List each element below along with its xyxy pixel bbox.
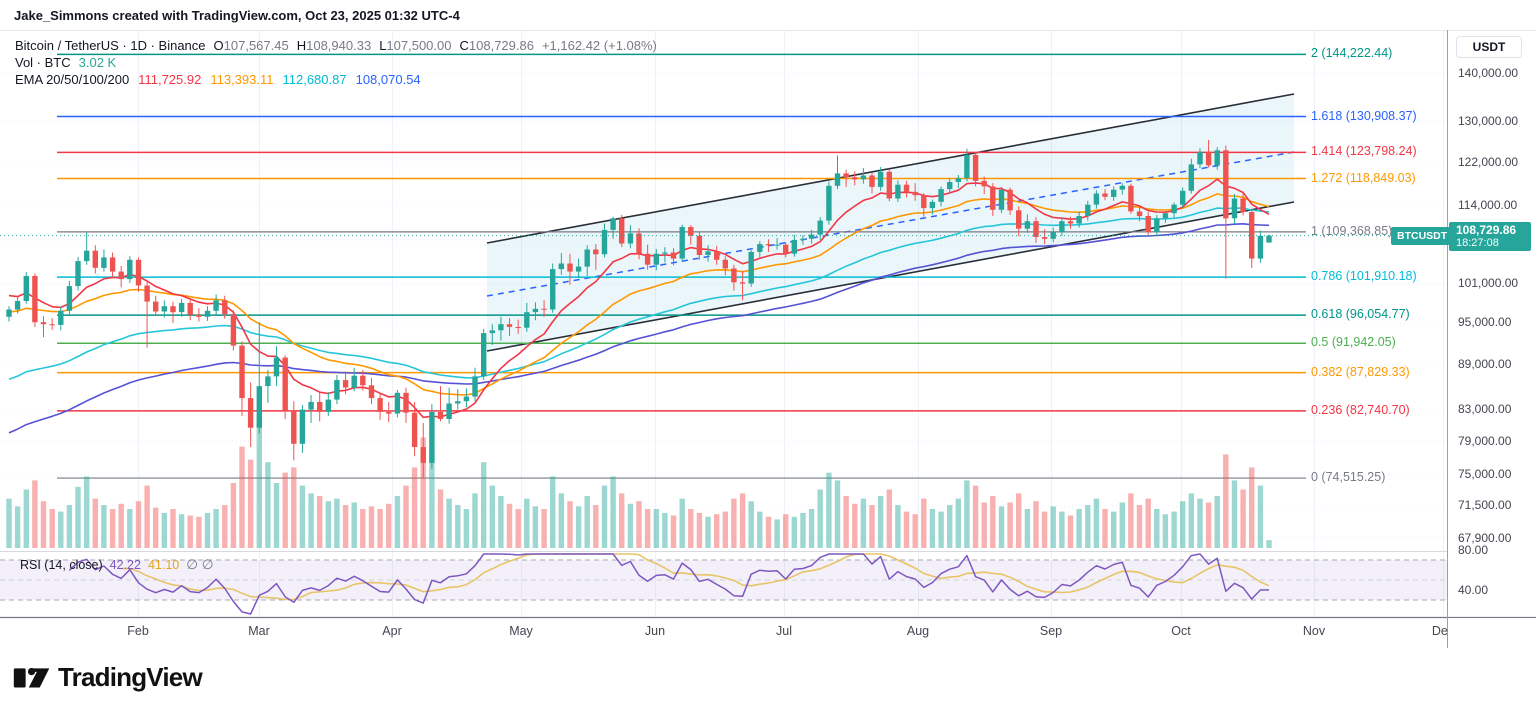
time-axis-month-label: Jul	[776, 624, 792, 638]
rsi-title: RSI (14, close)	[20, 558, 103, 572]
tradingview-logo-icon	[13, 667, 50, 688]
change-value: +1,162.42 (+1.08%)	[541, 38, 657, 53]
open-label: O	[213, 38, 224, 53]
bar-countdown: 18:27:08	[1456, 236, 1499, 249]
ema-value: 111,725.92	[138, 72, 202, 87]
fib-level-label: 0.382 (87,829.33)	[1311, 364, 1410, 379]
chart-legend: Bitcoin / TetherUS · 1D · Binance O107,56…	[15, 37, 657, 88]
volume-legend-row[interactable]: Vol · BTC 3.02 K	[15, 54, 657, 71]
open-value: 107,567.45	[223, 38, 289, 53]
last-price-value: 108,729.86	[1456, 222, 1517, 237]
time-axis-month-label: Oct	[1171, 624, 1191, 638]
fib-level-label: 0.236 (82,740.70)	[1311, 402, 1410, 417]
fib-level-label: 0 (74,515.25)	[1311, 470, 1386, 485]
price-axis-tick: 101,000.00	[1458, 275, 1519, 290]
high-value: 108,940.33	[306, 38, 372, 53]
low-value: 107,500.00	[386, 38, 452, 53]
ema-legend-row[interactable]: EMA 20/50/100/200 111,725.92 113,393.11 112…	[15, 71, 657, 88]
price-axis-tick: 79,000.00	[1458, 433, 1512, 448]
fib-level-label: 2 (144,222.44)	[1311, 46, 1393, 61]
fib-level-label: 1.618 (130,908.37)	[1311, 108, 1417, 123]
tradingview-logo[interactable]: TradingView	[12, 661, 203, 694]
ema-value: 113,393.11	[210, 72, 274, 87]
axis-corner	[1448, 618, 1536, 648]
brand-text: TradingView	[58, 662, 203, 692]
price-axis-tick: 95,000.00	[1458, 315, 1512, 330]
ema-values: 111,725.92 113,393.11 112,680.87 108,070.54	[129, 72, 420, 87]
time-axis-month-label: Nov	[1302, 624, 1326, 638]
symbol-title: Bitcoin / TetherUS · 1D · Binance	[15, 38, 206, 53]
fib-level-label: 0.786 (101,910.18)	[1311, 269, 1417, 284]
close-value: 108,729.86	[468, 38, 534, 53]
fib-level-label: 0.618 (96,054.77)	[1311, 307, 1410, 322]
fib-level-label: 1 (109,368.85)	[1311, 223, 1393, 238]
ema-value: 112,680.87	[282, 72, 347, 87]
time-axis-month-label: Jun	[644, 624, 666, 638]
rsi-legend-row[interactable]: RSI (14, close) 42.22 41.10 ∅ ∅	[20, 557, 214, 573]
attribution-text: Jake_Simmons created with TradingView.co…	[14, 8, 460, 23]
time-axis-month-label: Apr	[382, 624, 402, 638]
price-axis-tick: 71,500.00	[1458, 497, 1512, 512]
price-axis-tick: 122,000.00	[1458, 154, 1519, 169]
low-label: L	[379, 38, 387, 53]
time-axis-month-label: Sep	[1039, 624, 1063, 638]
volume-value: 3.02 K	[78, 55, 117, 70]
rsi-axis-tick: 80.00	[1458, 543, 1489, 557]
time-axis-month-label: May	[509, 624, 533, 638]
price-axis-tick: 89,000.00	[1458, 357, 1512, 372]
price-axis-tick: 140,000.00	[1458, 66, 1519, 81]
rsi-empty-values: ∅ ∅	[186, 557, 214, 572]
currency-toggle-button[interactable]: USDT	[1456, 36, 1522, 58]
rsi-ma-value: 41.10	[147, 558, 180, 572]
rsi-value: 42.22	[109, 558, 141, 572]
high-label: H	[296, 38, 307, 53]
fib-level-label: 1.272 (118,849.03)	[1311, 170, 1416, 185]
rsi-axis-tick: 40.00	[1458, 583, 1489, 597]
volume-label: Vol · BTC	[15, 55, 71, 70]
symbol-tag-label: BTCUSDT	[1397, 229, 1448, 242]
last-price-badge: 108,729.86 18:27:08	[1449, 221, 1531, 251]
price-axis-tick: 114,000.00	[1458, 198, 1518, 213]
last-price-symbol-tag: BTCUSDT	[1391, 226, 1454, 245]
fib-level-label: 0.5 (91,942.05)	[1311, 335, 1396, 350]
close-label: C	[459, 38, 469, 53]
time-axis-month-label: Feb	[127, 624, 149, 638]
fib-level-label: 1.414 (123,798.24)	[1311, 144, 1417, 159]
currency-label: USDT	[1472, 40, 1506, 54]
ema-label: EMA 20/50/100/200	[15, 72, 130, 87]
symbol-legend-row[interactable]: Bitcoin / TetherUS · 1D · Binance O107,56…	[15, 37, 657, 54]
time-axis-month-label: Mar	[248, 624, 270, 638]
price-axis-tick: 83,000.00	[1458, 401, 1512, 416]
ema-value: 108,070.54	[355, 72, 421, 87]
price-axis-tick: 67,900.00	[1458, 530, 1512, 545]
price-axis-tick: 75,000.00	[1458, 466, 1512, 481]
price-axis-tick: 130,000.00	[1458, 113, 1519, 128]
time-axis-month-label: Aug	[906, 624, 930, 638]
